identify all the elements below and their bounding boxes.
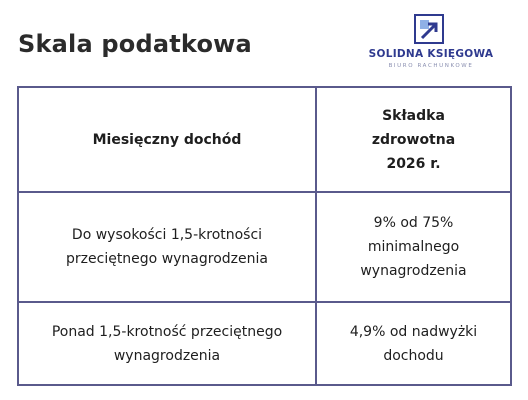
contribution-cell: 9% od 75% minimalnego wynagrodzenia [315, 191, 512, 303]
tax-scale-table: Miesięczny dochód Składka zdrowotna 2026… [17, 86, 512, 386]
income-cell: Ponad 1,5-krotność przeciętnego wynagrod… [17, 301, 317, 386]
header-monthly-income: Miesięczny dochód [17, 86, 317, 193]
table-row: Do wysokości 1,5-krotności przeciętnego … [17, 191, 512, 303]
contribution-cell-text: 4,9% od nadwyżki dochodu [349, 323, 478, 364]
contribution-cell: 4,9% od nadwyżki dochodu [315, 301, 512, 386]
table-header-row: Miesięczny dochód Składka zdrowotna 2026… [17, 86, 512, 193]
income-cell-text: Ponad 1,5-krotność przeciętnego wynagrod… [51, 323, 283, 364]
company-logo: SOLIDNA KSIĘGOWA BIURO RACHUNKOWE [368, 14, 494, 70]
income-cell: Do wysokości 1,5-krotności przeciętnego … [17, 191, 317, 303]
header-health-contribution: Składka zdrowotna 2026 r. [315, 86, 512, 193]
header-health-contribution-text: Składka zdrowotna 2026 r. [371, 107, 456, 172]
logo-subtitle: BIURO RACHUNKOWE [388, 63, 474, 69]
contribution-cell-text: 9% od 75% minimalnego wynagrodzenia [360, 215, 467, 279]
logo-name: SOLIDNA KSIĘGOWA [368, 48, 494, 60]
logo-mark-icon [414, 14, 444, 44]
page-title: Skala podatkowa [18, 30, 252, 58]
table-row: Ponad 1,5-krotność przeciętnego wynagrod… [17, 301, 512, 386]
income-cell-text: Do wysokości 1,5-krotności przeciętnego … [66, 227, 268, 267]
